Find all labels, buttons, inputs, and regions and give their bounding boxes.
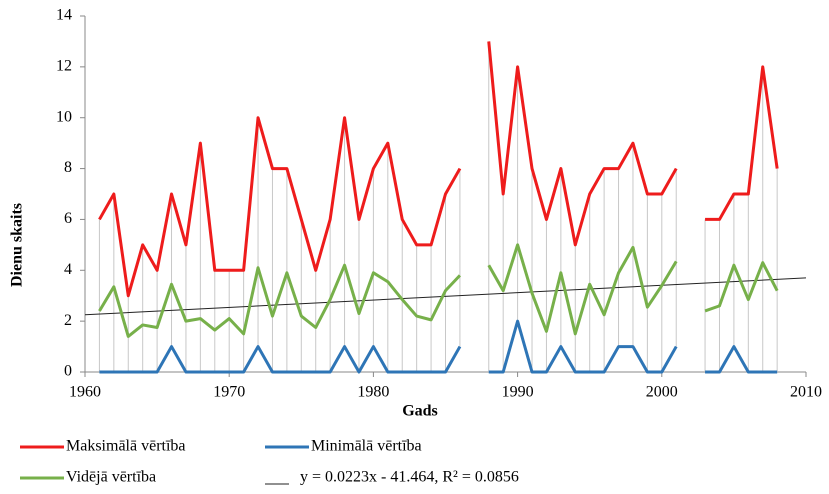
legend-label: Vidējā vērtība [66,469,156,486]
y-tick-label: 14 [56,7,72,24]
series-line [98,41,779,298]
y-tick-label: 4 [64,261,72,278]
x-axis-label: Gads [402,403,438,420]
legend-label: Maksimālā vērtība [66,438,186,455]
y-tick-label: 10 [56,108,72,125]
x-tick-label: 1990 [502,384,534,401]
x-tick-label: 1970 [213,384,245,401]
y-tick-label: 0 [64,363,72,380]
y-tick-label: 2 [64,312,72,329]
legend-label: Minimālā vērtība [311,438,422,455]
series-line [99,319,778,374]
y-tick-label: 8 [64,159,72,176]
y-tick-label: 6 [64,210,72,227]
x-tick-label: 1960 [69,384,101,401]
legend-label: y = 0.0223x - 41.464, R² = 0.0856 [300,469,519,486]
y-tick-label: 12 [56,58,72,75]
x-tick-label: 2000 [646,384,678,401]
y-axis-label: Dienu skaits [9,203,26,287]
series-line [98,243,779,338]
x-tick-label: 2010 [790,384,822,401]
x-tick-label: 1980 [357,384,389,401]
trendline [84,277,807,316]
